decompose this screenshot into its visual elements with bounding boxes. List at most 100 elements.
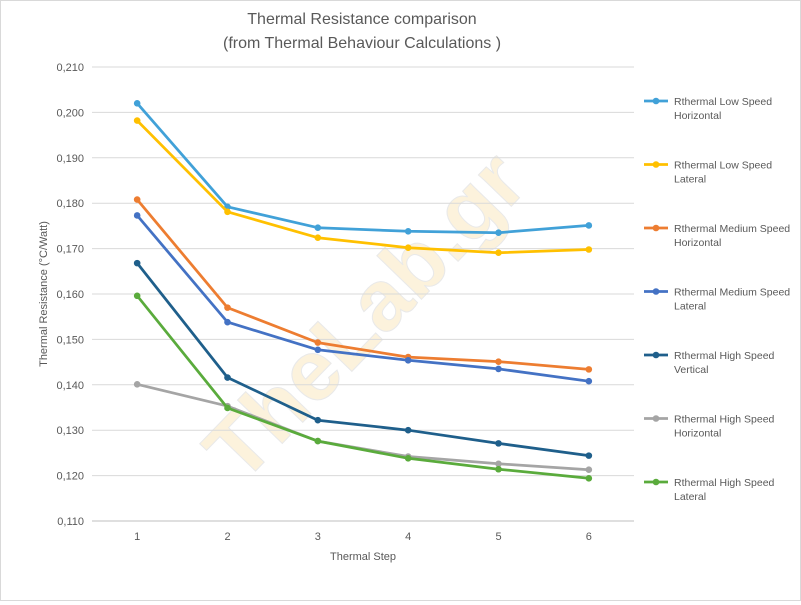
data-point [404,356,412,364]
data-point [133,381,141,388]
legend-label-line2: Vertical [674,364,708,376]
x-axis-label: Thermal Step [330,551,396,563]
chart-subtitle: (from Thermal Behaviour Calculations ) [223,35,501,52]
chart-title: Thermal Resistance comparison [247,11,476,28]
series-line [135,294,591,480]
x-tick-label: 2 [224,531,230,543]
series-line [135,261,591,457]
data-point [314,224,322,232]
series-5 [133,259,593,459]
data-point [133,117,141,124]
y-tick-label: 0,150 [56,334,84,346]
x-tick-label: 3 [315,531,321,543]
legend-label: Rthermal High Speed [674,414,775,426]
legend-label-line2: Lateral [674,174,706,186]
series-2 [133,117,593,256]
y-tick-label: 0,190 [56,153,84,165]
x-axis-ticks: 1 2 3 4 5 6 [134,531,592,543]
gridlines [92,66,634,522]
legend-entry: Rthermal Low Speed Horizontal [644,96,772,122]
data-point [495,358,502,365]
data-point [314,416,322,424]
y-tick-label: 0,130 [56,425,84,437]
data-point [133,196,141,203]
series-line [135,214,591,383]
data-point [585,377,593,385]
data-point [314,346,322,354]
legend-swatch-marker [652,478,660,486]
data-point [495,365,502,373]
y-axis-label: Thermal Resistance (°C/Watt) [38,221,50,367]
data-point [133,259,141,267]
series-7 [133,292,593,482]
data-point [495,460,502,468]
data-point [585,466,593,473]
y-tick-label: 0,180 [56,198,84,210]
data-point [133,100,141,107]
y-tick-label: 0,210 [56,62,84,74]
legend-label: Rthermal Medium Speed [674,287,790,299]
data-point [585,366,593,373]
data-point [224,208,231,216]
y-tick-label: 0,110 [57,516,84,528]
y-tick-label: 0,120 [56,471,84,483]
data-point [133,292,141,300]
series-line [135,101,591,235]
legend-entry: Rthermal Medium Speed Horizontal [644,223,790,249]
data-point [224,304,231,311]
legend-label-line2: Horizontal [674,428,721,440]
legend-entry: Rthermal High Speed Lateral [644,477,775,503]
legend-swatch-marker [652,351,660,359]
series-1 [133,100,593,237]
legend-label: Rthermal Medium Speed [674,223,790,235]
data-point [404,228,412,235]
legend-label: Rthermal Low Speed [674,160,772,172]
x-tick-label: 6 [586,531,592,543]
y-tick-label: 0,160 [56,289,84,301]
data-point [404,426,412,434]
y-tick-label: 0,140 [56,380,84,392]
x-tick-label: 5 [495,531,501,543]
series-line [135,198,591,371]
y-axis-ticks: 0,110 0,120 0,130 0,140 0,150 0,160 0,170 0,180… [56,62,84,528]
series-lines [133,100,593,482]
data-point [404,455,412,462]
watermark: TheLab.gr [186,133,545,500]
data-point [585,222,593,229]
legend-entry: Rthermal Medium Speed Lateral [644,287,790,313]
legend-label: Rthermal High Speed [674,477,775,489]
y-tick-label: 0,170 [56,244,84,256]
data-point [585,475,593,482]
legend-label-line2: Lateral [674,491,706,503]
data-point [314,234,322,242]
legend-label: Rthermal High Speed [674,350,775,362]
data-point [404,244,412,251]
watermark-text: TheLab.gr [186,133,544,499]
legend-entry: Rthermal High Speed Vertical [644,350,775,376]
data-point [495,249,502,256]
legend-swatch-marker [652,288,660,295]
legend-swatch-marker [652,415,660,422]
legend-label-line2: Horizontal [674,110,721,122]
data-point [314,339,322,346]
legend-entry: Rthermal High Speed Horizontal [644,414,775,440]
legend-swatch-marker [652,224,660,232]
data-point [224,318,231,326]
data-point [495,229,502,237]
data-point [314,437,322,445]
data-point [495,465,502,473]
data-point [224,374,231,381]
data-point [495,440,502,447]
series-4 [133,212,593,385]
x-tick-label: 4 [405,531,411,543]
data-point [133,212,141,219]
data-point [224,404,231,412]
data-point [585,246,593,253]
legend-label-line2: Lateral [674,301,706,313]
series-line [135,119,591,255]
legend-label: Rthermal Low Speed [674,96,772,108]
legend-entry: Rthermal Low Speed Lateral [644,160,772,186]
